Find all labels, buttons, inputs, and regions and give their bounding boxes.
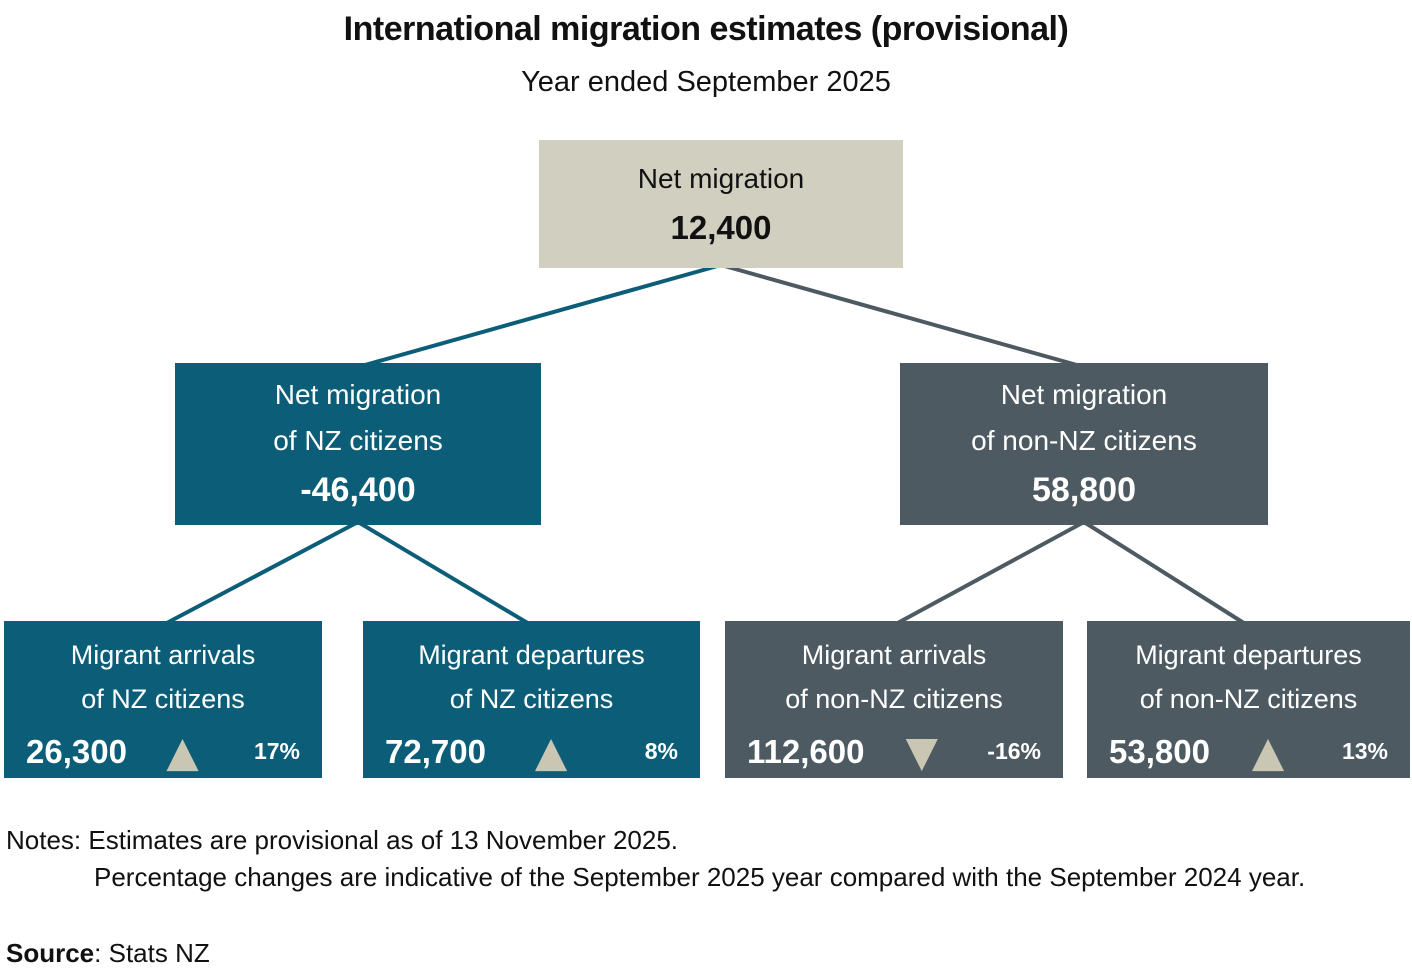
node-value: -46,400	[300, 471, 416, 509]
percent-change: 13%	[1341, 738, 1388, 764]
value-row: 26,300 ▲ 17%	[26, 726, 300, 776]
percent-change: -16%	[987, 738, 1041, 764]
node-value: 12,400	[670, 209, 772, 246]
connector-line	[356, 520, 533, 627]
node-value: 26,300	[26, 732, 127, 770]
percent-change: 8%	[644, 738, 678, 764]
node-label: Net migration	[637, 163, 805, 194]
node-label: Net migration	[274, 379, 442, 410]
node-migrant-departures-nz-citizens: Migrant departures of NZ citizens 72,700…	[363, 621, 700, 778]
value-row: 112,600 ▼ -16%	[747, 726, 1041, 776]
node-label: Migrant departures	[1135, 639, 1362, 670]
notes-line-1: Estimates are provisional as of 13 Novem…	[88, 825, 679, 855]
percent-change: 17%	[253, 738, 300, 764]
node-label: of non-NZ citizens	[971, 425, 1197, 456]
node-label: of NZ citizens	[273, 425, 443, 456]
node-migrant-arrivals-nz-citizens: Migrant arrivals of NZ citizens 26,300 ▲…	[4, 621, 322, 778]
node-migrant-arrivals-non-nz-citizens: Migrant arrivals of non-NZ citizens 112,…	[725, 621, 1063, 778]
node-label: Migrant arrivals	[801, 639, 987, 670]
connector-line	[893, 520, 1085, 627]
value-row: 72,700 ▲ 8%	[385, 726, 678, 776]
node-label: of non-NZ citizens	[785, 683, 1003, 714]
value-row: 53,800 ▲ 13%	[1109, 726, 1388, 776]
node-net-migration: Net migration 12,400	[539, 140, 903, 268]
node-value: 58,800	[1032, 471, 1136, 509]
node-value: 112,600	[747, 732, 865, 770]
node-value: 72,700	[385, 732, 486, 770]
node-label: of NZ citizens	[449, 683, 614, 714]
notes-line-2: Percentage changes are indicative of the…	[94, 862, 1306, 892]
node-label: Migrant departures	[418, 639, 645, 670]
page-subtitle: Year ended September 2025	[521, 66, 891, 98]
node-value: 53,800	[1109, 732, 1210, 770]
node-label: of NZ citizens	[81, 683, 245, 714]
node-label: Net migration	[1000, 379, 1168, 410]
connector-line	[1082, 520, 1249, 627]
connector-line	[720, 263, 1085, 369]
source-value: : Stats NZ	[94, 938, 210, 968]
node-label: of non-NZ citizens	[1139, 683, 1358, 714]
notes-label: Notes:	[6, 825, 82, 855]
node-net-migration-non-nz-citizens: Net migration of non-NZ citizens 58,800	[900, 363, 1268, 525]
connector-line	[162, 520, 359, 627]
node-label: Migrant arrivals	[70, 639, 256, 670]
node-migrant-departures-non-nz-citizens: Migrant departures of non-NZ citizens 53…	[1087, 621, 1410, 778]
source: Source: Stats NZ	[6, 938, 210, 969]
connector-line	[357, 263, 722, 369]
node-net-migration-nz-citizens: Net migration of NZ citizens -46,400	[175, 363, 541, 525]
notes: Notes: Estimates are provisional as of 1…	[6, 822, 1305, 896]
source-label: Source	[6, 938, 95, 968]
page-title: International migration estimates (provi…	[343, 10, 1069, 48]
